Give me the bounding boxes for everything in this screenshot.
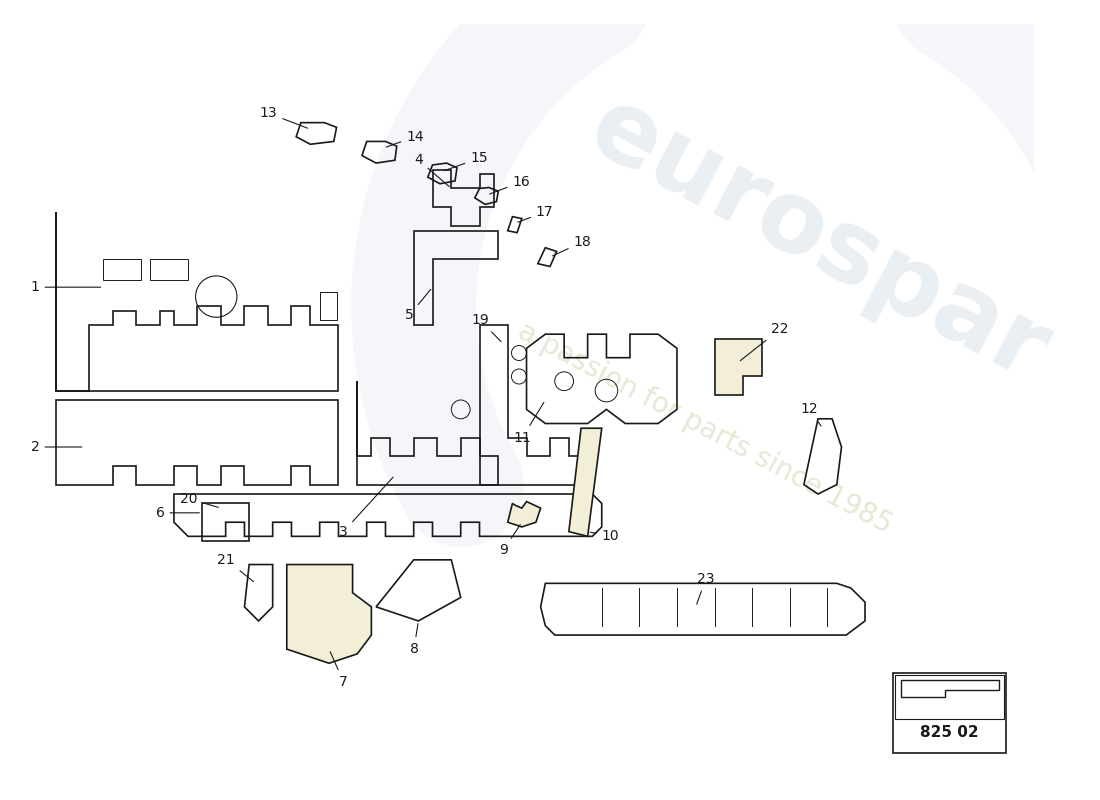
Text: 15: 15 bbox=[444, 151, 487, 170]
Text: 5: 5 bbox=[405, 290, 431, 322]
Text: 13: 13 bbox=[260, 106, 308, 128]
Text: eurospar: eurospar bbox=[572, 79, 1064, 402]
Bar bbox=[151, 259, 188, 280]
Bar bbox=[895, 674, 1004, 718]
Text: 23: 23 bbox=[696, 572, 715, 604]
Text: 21: 21 bbox=[218, 553, 254, 582]
Polygon shape bbox=[569, 428, 602, 536]
Text: 14: 14 bbox=[386, 130, 424, 147]
Text: 2: 2 bbox=[31, 440, 81, 454]
Text: 17: 17 bbox=[518, 205, 553, 222]
Text: 18: 18 bbox=[552, 235, 592, 256]
Text: 11: 11 bbox=[514, 402, 543, 445]
Polygon shape bbox=[287, 565, 372, 663]
Text: 9: 9 bbox=[498, 525, 520, 558]
Bar bbox=[103, 259, 141, 280]
Polygon shape bbox=[715, 339, 761, 395]
Bar bbox=[320, 292, 337, 320]
Text: 3: 3 bbox=[339, 478, 393, 538]
Text: 20: 20 bbox=[180, 492, 218, 507]
Polygon shape bbox=[508, 502, 540, 527]
Text: 22: 22 bbox=[740, 322, 789, 361]
Bar bbox=[202, 503, 250, 541]
Text: a passion for parts since 1985: a passion for parts since 1985 bbox=[514, 318, 896, 539]
Text: 10: 10 bbox=[591, 530, 619, 543]
Text: 16: 16 bbox=[490, 175, 530, 194]
Text: 8: 8 bbox=[409, 624, 418, 656]
Text: 825 02: 825 02 bbox=[921, 725, 979, 740]
Text: 4: 4 bbox=[415, 154, 449, 186]
Text: 6: 6 bbox=[156, 506, 199, 520]
Text: 7: 7 bbox=[330, 652, 348, 689]
Text: 19: 19 bbox=[471, 313, 502, 342]
Text: 1: 1 bbox=[31, 280, 100, 294]
Text: 12: 12 bbox=[801, 402, 821, 426]
Bar bbox=[893, 673, 1006, 753]
